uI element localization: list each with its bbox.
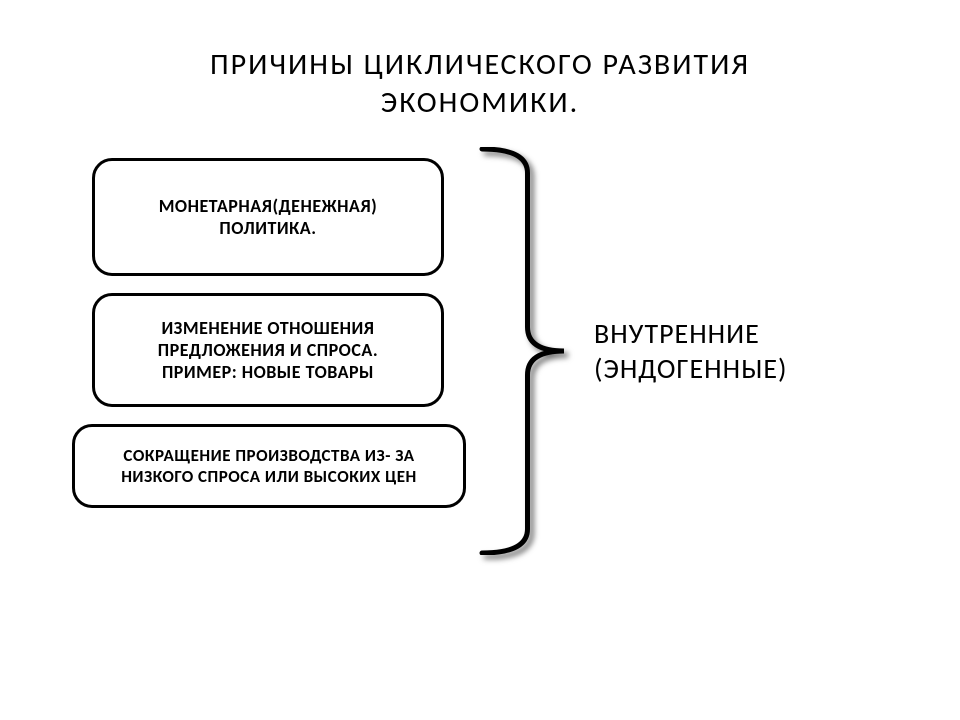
brace-icon [478, 147, 568, 555]
right-brace [478, 147, 568, 555]
brace-path [482, 149, 564, 553]
box-line: НИЗКОГО СПРОСА ИЛИ ВЫСОКИХ ЦЕН [121, 466, 417, 487]
category-label-internal: ВНУТРЕННИЕ (ЭНДОГЕННЫЕ) [594, 316, 788, 386]
box-line: СОКРАЩЕНИЕ ПРОИЗВОДСТВА ИЗ- ЗА [123, 445, 414, 466]
box-line: ПРИМЕР: НОВЫЕ ТОВАРЫ [162, 361, 374, 383]
box-text: СОКРАЩЕНИЕ ПРОИЗВОДСТВА ИЗ- ЗА НИЗКОГО С… [121, 445, 417, 487]
title-line-2: ЭКОНОМИКИ. [381, 84, 579, 121]
slide: ПРИЧИНЫ ЦИКЛИЧЕСКОГО РАЗВИТИЯ ЭКОНОМИКИ.… [0, 0, 960, 720]
box-text: МОНЕТАРНАЯ(ДЕНЕЖНАЯ) ПОЛИТИКА. [159, 195, 378, 239]
box-line: ПРЕДЛОЖЕНИЯ И СПРОСА. [158, 339, 378, 361]
label-line: (ЭНДОГЕННЫЕ) [594, 351, 788, 386]
box-line: МОНЕТАРНАЯ(ДЕНЕЖНАЯ) [159, 195, 378, 217]
box-text: ИЗМЕНЕНИЕ ОТНОШЕНИЯ ПРЕДЛОЖЕНИЯ И СПРОСА… [158, 317, 378, 383]
box-supply-demand: ИЗМЕНЕНИЕ ОТНОШЕНИЯ ПРЕДЛОЖЕНИЯ И СПРОСА… [92, 293, 444, 407]
label-line: ВНУТРЕННИЕ [594, 316, 760, 351]
box-monetary-policy: МОНЕТАРНАЯ(ДЕНЕЖНАЯ) ПОЛИТИКА. [92, 158, 444, 276]
box-line: ИЗМЕНЕНИЕ ОТНОШЕНИЯ [161, 317, 374, 339]
box-line: ПОЛИТИКА. [219, 217, 316, 239]
title-line-1: ПРИЧИНЫ ЦИКЛИЧЕСКОГО РАЗВИТИЯ [210, 46, 750, 83]
box-production-cut: СОКРАЩЕНИЕ ПРОИЗВОДСТВА ИЗ- ЗА НИЗКОГО С… [72, 424, 466, 508]
page-title: ПРИЧИНЫ ЦИКЛИЧЕСКОГО РАЗВИТИЯ ЭКОНОМИКИ. [0, 46, 960, 121]
